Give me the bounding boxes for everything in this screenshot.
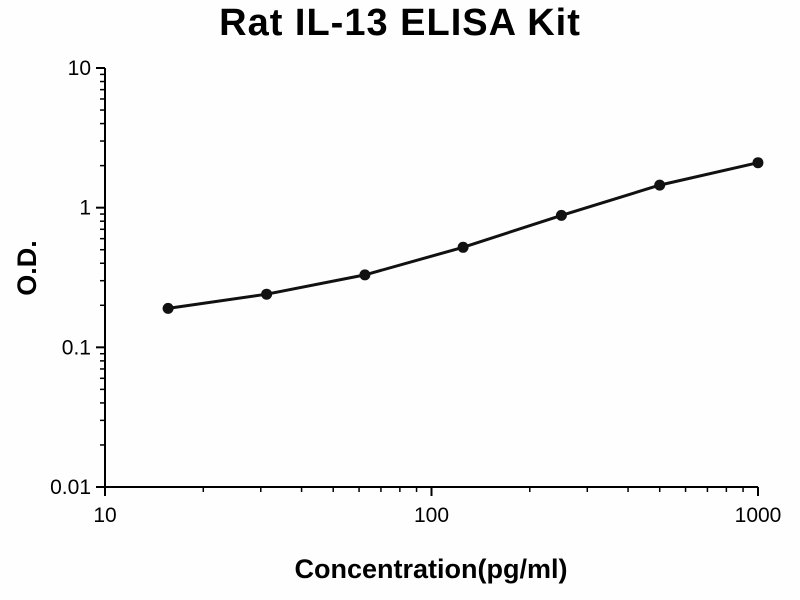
x-tick-label: 10 bbox=[93, 504, 116, 527]
x-tick-label: 1000 bbox=[735, 504, 782, 527]
data-point bbox=[457, 241, 469, 253]
y-tick-label: 10 bbox=[68, 57, 91, 80]
data-point bbox=[555, 209, 567, 221]
data-point bbox=[261, 288, 273, 300]
y-tick-label: 1 bbox=[79, 197, 91, 220]
x-axis-label: Concentration(pg/ml) bbox=[295, 554, 568, 584]
x-tick-label: 100 bbox=[414, 504, 449, 527]
data-point bbox=[752, 157, 764, 169]
y-tick-label: 0.01 bbox=[50, 476, 91, 499]
y-tick-label: 0.1 bbox=[62, 336, 91, 359]
data-point bbox=[654, 179, 666, 191]
y-axis-label: O.D. bbox=[12, 240, 42, 296]
standard-curve-line bbox=[166, 161, 760, 310]
chart-title: Rat IL-13 ELISA Kit bbox=[219, 2, 581, 44]
data-point bbox=[162, 302, 174, 314]
data-point bbox=[359, 269, 371, 281]
